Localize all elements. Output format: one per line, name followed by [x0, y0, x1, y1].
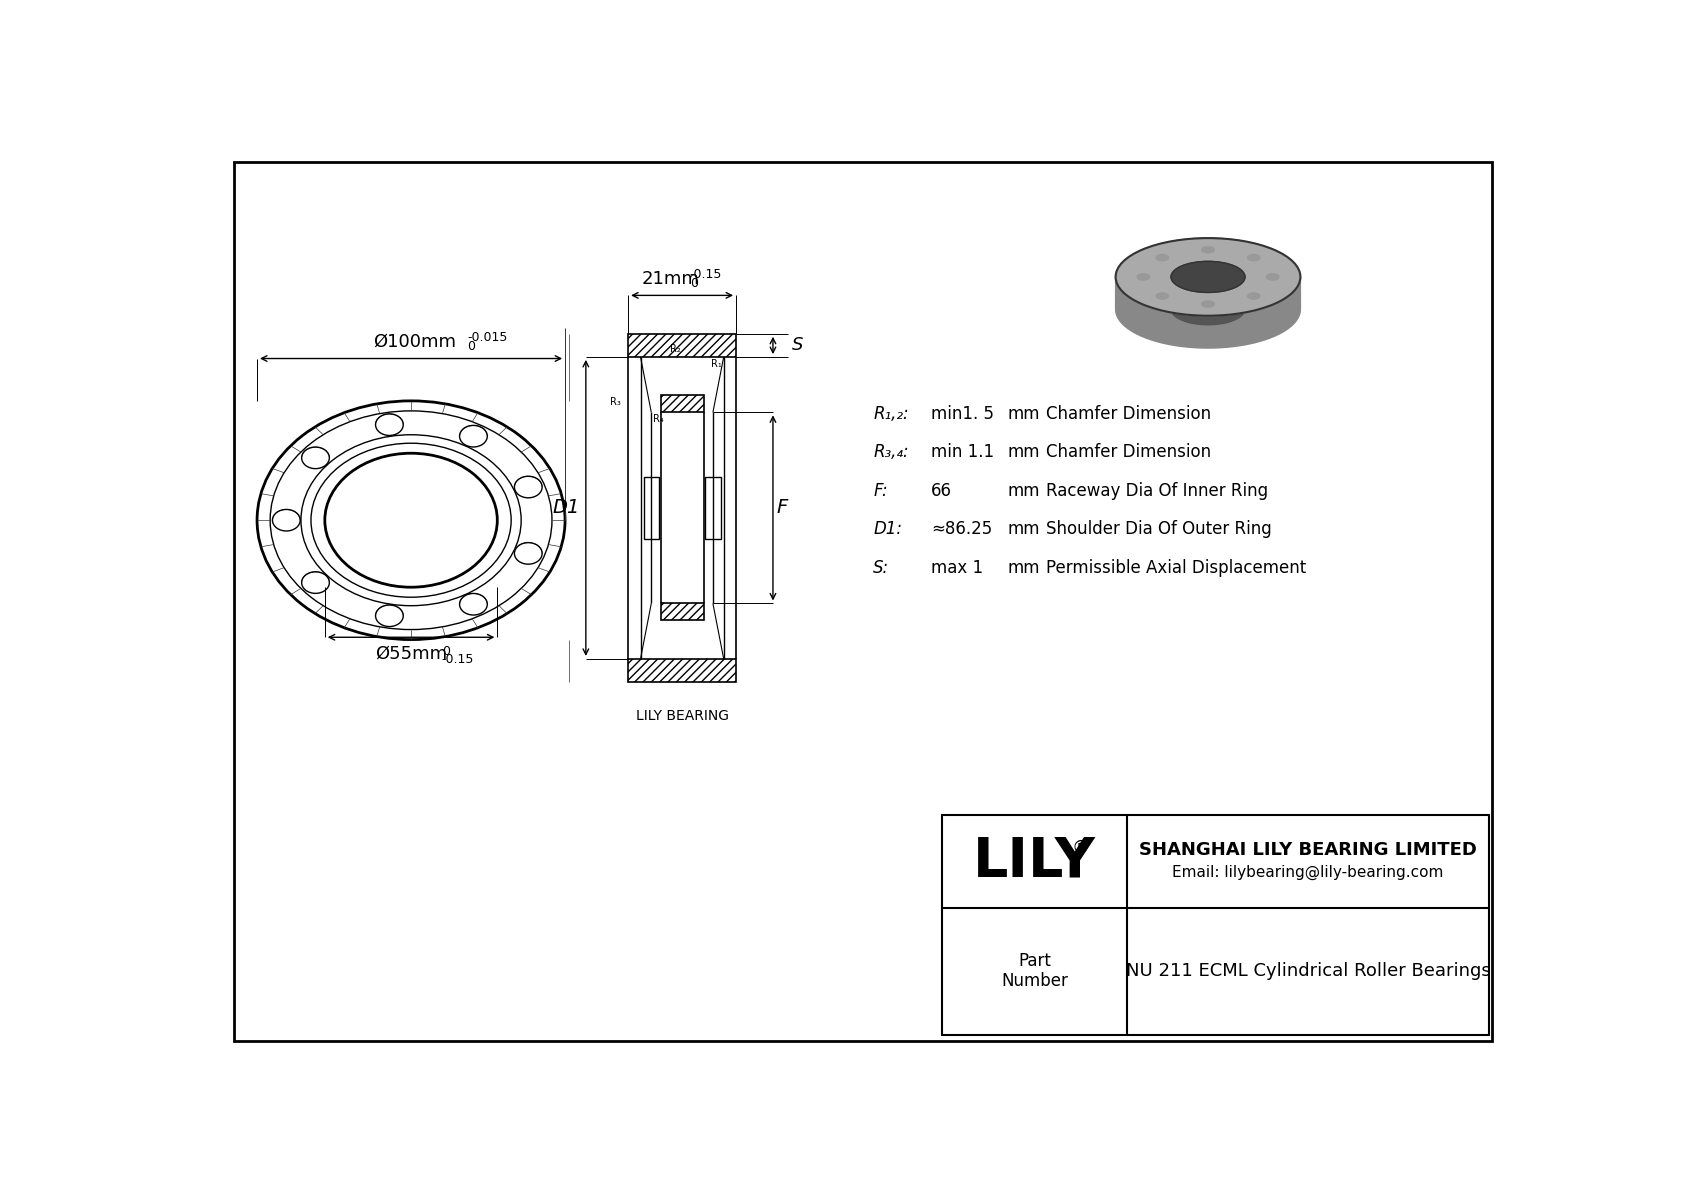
- Ellipse shape: [1246, 292, 1261, 300]
- Text: D1:: D1:: [872, 520, 903, 538]
- Text: R₁,₂:: R₁,₂:: [872, 405, 909, 423]
- Text: F:: F:: [872, 481, 887, 500]
- Text: 0: 0: [466, 341, 475, 353]
- Bar: [628, 333, 736, 357]
- Text: R₁: R₁: [711, 358, 722, 368]
- Polygon shape: [1115, 276, 1300, 348]
- Text: Permissible Axial Displacement: Permissible Axial Displacement: [1046, 559, 1307, 576]
- Text: R₃: R₃: [611, 397, 621, 407]
- Text: mm: mm: [1007, 481, 1041, 500]
- Text: max 1: max 1: [931, 559, 983, 576]
- Text: F: F: [776, 498, 788, 517]
- Text: 0: 0: [441, 646, 450, 657]
- Text: Ø100mm: Ø100mm: [374, 332, 456, 351]
- Text: Email: lilybearing@lily-bearing.com: Email: lilybearing@lily-bearing.com: [1172, 866, 1443, 880]
- Text: Raceway Dia Of Inner Ring: Raceway Dia Of Inner Ring: [1046, 481, 1268, 500]
- Bar: [706, 478, 721, 538]
- Polygon shape: [1170, 261, 1244, 293]
- Text: mm: mm: [1007, 520, 1041, 538]
- Bar: [660, 395, 704, 412]
- Text: LILY BEARING: LILY BEARING: [635, 709, 729, 723]
- Text: 0: 0: [690, 278, 697, 289]
- Text: D1: D1: [552, 498, 579, 517]
- Text: Shoulder Dia Of Outer Ring: Shoulder Dia Of Outer Ring: [1046, 520, 1271, 538]
- Bar: [643, 478, 658, 538]
- Text: LILY: LILY: [973, 835, 1096, 888]
- Text: mm: mm: [1007, 559, 1041, 576]
- Polygon shape: [1170, 276, 1244, 325]
- Text: SHANGHAI LILY BEARING LIMITED: SHANGHAI LILY BEARING LIMITED: [1138, 841, 1477, 859]
- Text: -0.15: -0.15: [441, 654, 475, 667]
- Text: -0.15: -0.15: [690, 268, 722, 281]
- Ellipse shape: [1155, 254, 1169, 262]
- Text: mm: mm: [1007, 443, 1041, 461]
- Ellipse shape: [1201, 245, 1214, 254]
- Polygon shape: [1115, 238, 1300, 316]
- Bar: [628, 659, 736, 682]
- Text: S: S: [791, 336, 803, 355]
- Text: 66: 66: [931, 481, 951, 500]
- Text: min1. 5: min1. 5: [931, 405, 994, 423]
- Text: Part
Number: Part Number: [1002, 952, 1068, 991]
- Text: ®: ®: [1073, 838, 1090, 856]
- Bar: [660, 604, 704, 621]
- Text: Ø55mm: Ø55mm: [376, 646, 448, 663]
- Text: 21mm: 21mm: [642, 269, 699, 288]
- Text: R₂: R₂: [670, 344, 680, 354]
- Text: S:: S:: [872, 559, 889, 576]
- Ellipse shape: [1266, 273, 1280, 281]
- Text: Chamfer Dimension: Chamfer Dimension: [1046, 405, 1211, 423]
- Text: -0.015: -0.015: [466, 331, 507, 344]
- Text: Chamfer Dimension: Chamfer Dimension: [1046, 443, 1211, 461]
- Text: R₃,₄:: R₃,₄:: [872, 443, 909, 461]
- Ellipse shape: [1155, 292, 1169, 300]
- Text: ≈86.25: ≈86.25: [931, 520, 992, 538]
- Ellipse shape: [1201, 300, 1214, 308]
- Text: R₄: R₄: [653, 414, 663, 424]
- Ellipse shape: [1246, 254, 1261, 262]
- Text: mm: mm: [1007, 405, 1041, 423]
- Text: NU 211 ECML Cylindrical Roller Bearings: NU 211 ECML Cylindrical Roller Bearings: [1125, 962, 1490, 980]
- Ellipse shape: [1137, 273, 1150, 281]
- Text: min 1.1: min 1.1: [931, 443, 994, 461]
- Bar: [943, 815, 1489, 1035]
